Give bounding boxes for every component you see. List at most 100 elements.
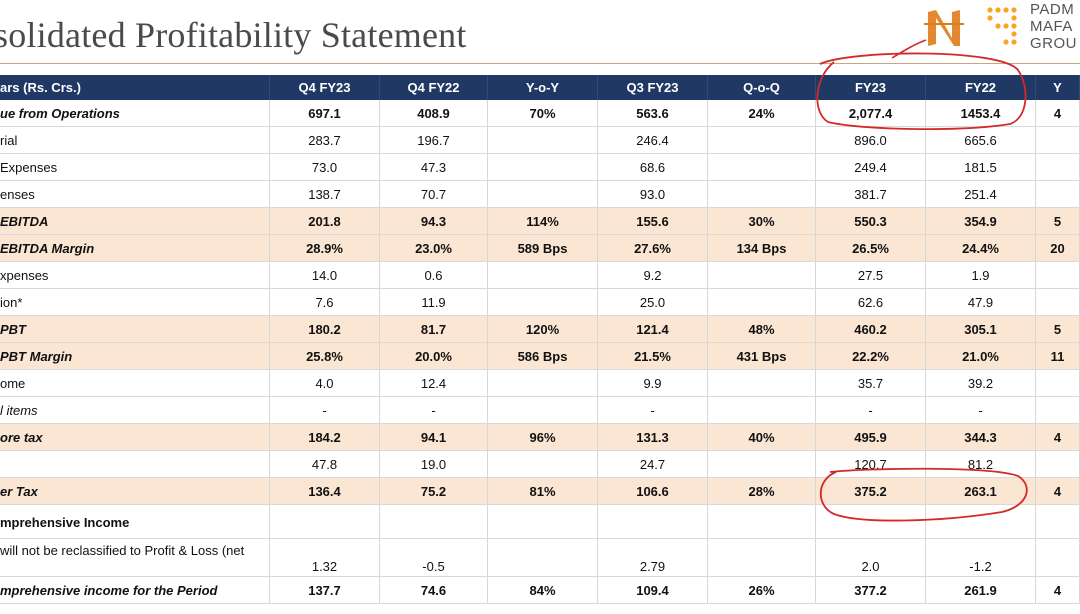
table-cell: 22.2% bbox=[816, 343, 926, 370]
row-divider bbox=[0, 261, 1080, 262]
logo-line: MAFA bbox=[1030, 18, 1073, 35]
row-divider bbox=[0, 288, 1080, 289]
table-cell: 81.7 bbox=[380, 316, 488, 343]
table-cell: 2.79 bbox=[598, 539, 708, 577]
table-cell: 134 Bps bbox=[708, 235, 816, 262]
table-cell: 431 Bps bbox=[708, 343, 816, 370]
table-cell bbox=[488, 505, 598, 539]
annotation-tick bbox=[891, 39, 927, 59]
table-cell bbox=[1036, 397, 1080, 424]
table-cell: 20.0% bbox=[380, 343, 488, 370]
table-cell bbox=[708, 451, 816, 478]
table-cell: 4.0 bbox=[270, 370, 380, 397]
table-cell: 70.7 bbox=[380, 181, 488, 208]
table-cell: 27.5 bbox=[816, 262, 926, 289]
table-cell: 375.2 bbox=[816, 478, 926, 505]
table-cell: 2,077.4 bbox=[816, 100, 926, 127]
row-divider bbox=[0, 450, 1080, 451]
row-divider bbox=[0, 180, 1080, 181]
table-row: EBITDA Margin 28.9% 23.0% 589 Bps 27.6% 134 B… bbox=[0, 235, 1080, 262]
column-header: Y bbox=[1036, 75, 1080, 100]
table-cell: 9.2 bbox=[598, 262, 708, 289]
table-cell bbox=[598, 505, 708, 539]
brand-n-logo-icon bbox=[924, 10, 964, 46]
table-row: mprehensive Income bbox=[0, 505, 1080, 539]
table-cell bbox=[1036, 181, 1080, 208]
row-divider bbox=[0, 126, 1080, 127]
table-cell: 1.32 bbox=[270, 539, 380, 577]
row-label: ore tax bbox=[0, 424, 270, 451]
table-cell: 120.7 bbox=[816, 451, 926, 478]
table-row: l items - - - - - bbox=[0, 397, 1080, 424]
table-cell bbox=[380, 505, 488, 539]
row-divider bbox=[0, 207, 1080, 208]
table-cell: 120% bbox=[488, 316, 598, 343]
table-cell: 586 Bps bbox=[488, 343, 598, 370]
row-divider bbox=[0, 315, 1080, 316]
table-cell: 121.4 bbox=[598, 316, 708, 343]
table-cell: 35.7 bbox=[816, 370, 926, 397]
table-cell: 5 bbox=[1036, 316, 1080, 343]
table-cell: 12.4 bbox=[380, 370, 488, 397]
table-cell: 4 bbox=[1036, 577, 1080, 604]
table-cell: 249.4 bbox=[816, 154, 926, 181]
table-row: will not be reclassified to Profit & Los… bbox=[0, 539, 1080, 577]
table-cell: 2.0 bbox=[816, 539, 926, 577]
table-cell bbox=[926, 505, 1036, 539]
table-cell: 39.2 bbox=[926, 370, 1036, 397]
table-cell: 24% bbox=[708, 100, 816, 127]
logo-line: GROU bbox=[1030, 35, 1077, 52]
table-cell: 27.6% bbox=[598, 235, 708, 262]
table-cell bbox=[708, 127, 816, 154]
table-row: xpenses 14.0 0.6 9.2 27.5 1.9 bbox=[0, 262, 1080, 289]
table-cell bbox=[488, 262, 598, 289]
title-divider bbox=[0, 63, 1080, 64]
row-label: mprehensive Income bbox=[0, 505, 270, 539]
table-cell: 26.5% bbox=[816, 235, 926, 262]
table-cell: 84% bbox=[488, 577, 598, 604]
table-cell: 196.7 bbox=[380, 127, 488, 154]
table-cell: 47.9 bbox=[926, 289, 1036, 316]
table-cell bbox=[1036, 262, 1080, 289]
table-cell: 665.6 bbox=[926, 127, 1036, 154]
table-cell: 180.2 bbox=[270, 316, 380, 343]
table-cell bbox=[1036, 154, 1080, 181]
column-header: FY23 bbox=[816, 75, 926, 100]
table-cell: 5 bbox=[1036, 208, 1080, 235]
table-cell bbox=[488, 181, 598, 208]
row-divider bbox=[0, 504, 1080, 505]
table-cell: 305.1 bbox=[926, 316, 1036, 343]
table-cell: 697.1 bbox=[270, 100, 380, 127]
row-divider bbox=[0, 369, 1080, 370]
table-cell: 354.9 bbox=[926, 208, 1036, 235]
table-cell bbox=[488, 539, 598, 577]
row-divider bbox=[0, 396, 1080, 397]
table-cell: 896.0 bbox=[816, 127, 926, 154]
table-cell: 7.6 bbox=[270, 289, 380, 316]
table-cell bbox=[488, 289, 598, 316]
brand-dots-logo-icon bbox=[987, 7, 1017, 45]
table-cell: 25.0 bbox=[598, 289, 708, 316]
table-cell bbox=[1036, 289, 1080, 316]
table-cell: 94.1 bbox=[380, 424, 488, 451]
table-cell: 283.7 bbox=[270, 127, 380, 154]
table-cell: - bbox=[270, 397, 380, 424]
table-cell: 21.5% bbox=[598, 343, 708, 370]
table-cell: 28% bbox=[708, 478, 816, 505]
row-label: EBITDA bbox=[0, 208, 270, 235]
table-cell: 251.4 bbox=[926, 181, 1036, 208]
column-header: Q3 FY23 bbox=[598, 75, 708, 100]
row-label: l items bbox=[0, 397, 270, 424]
table-cell: -0.5 bbox=[380, 539, 488, 577]
column-header: Q4 FY22 bbox=[380, 75, 488, 100]
table-cell: 93.0 bbox=[598, 181, 708, 208]
column-header: FY22 bbox=[926, 75, 1036, 100]
table-cell: - bbox=[598, 397, 708, 424]
table-cell: 25.8% bbox=[270, 343, 380, 370]
row-label: er Tax bbox=[0, 478, 270, 505]
row-label: mprehensive income for the Period bbox=[0, 577, 270, 604]
row-label: PBT bbox=[0, 316, 270, 343]
table-cell: 114% bbox=[488, 208, 598, 235]
table-cell bbox=[708, 539, 816, 577]
table-cell: 246.4 bbox=[598, 127, 708, 154]
